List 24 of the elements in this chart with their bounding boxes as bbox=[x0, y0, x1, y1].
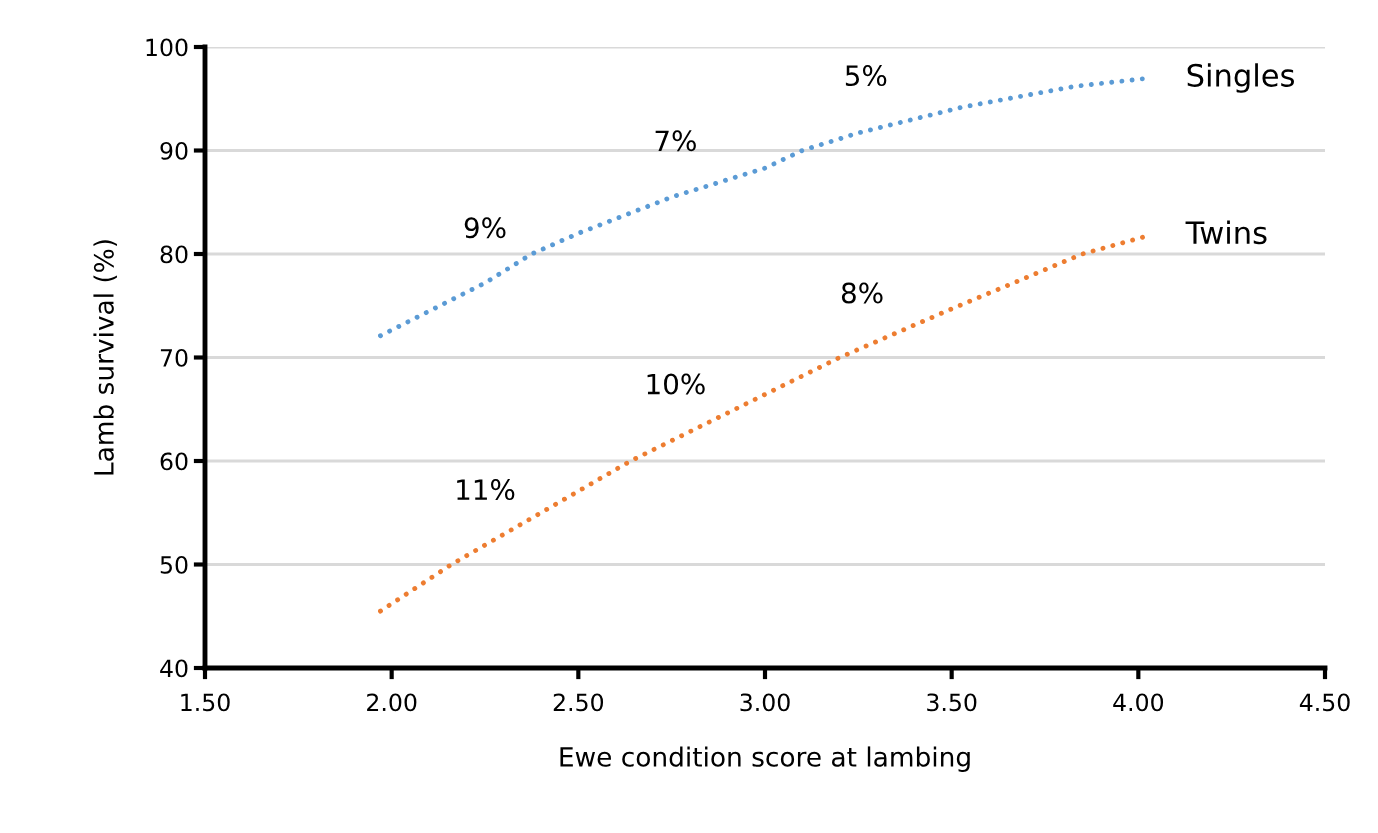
y-tick-label: 50 bbox=[160, 555, 188, 574]
x-tick-label: 2.00 bbox=[367, 693, 417, 712]
x-tick-label: 3.00 bbox=[740, 693, 790, 712]
y-axis-title: Lamb survival (%) bbox=[93, 240, 117, 475]
y-tick-label: 60 bbox=[160, 452, 188, 471]
series-label: Twins bbox=[1185, 220, 1267, 245]
annotation: 10% bbox=[647, 373, 705, 395]
annotation: 9% bbox=[464, 217, 506, 239]
series-label: Singles bbox=[1187, 63, 1295, 93]
x-tick-label: 1.50 bbox=[181, 693, 230, 712]
x-axis-title: Ewe condition score at lambing bbox=[560, 746, 970, 772]
x-tick-label: 3.50 bbox=[927, 693, 977, 712]
x-tick-label: 2.50 bbox=[553, 693, 604, 712]
annotation: 8% bbox=[841, 282, 883, 304]
y-tick-label: 80 bbox=[160, 245, 188, 264]
y-tick-label: 70 bbox=[160, 348, 188, 367]
y-tick-label: 90 bbox=[160, 141, 188, 160]
annotation: 11% bbox=[457, 479, 515, 501]
x-tick-label: 4.00 bbox=[1113, 693, 1164, 712]
y-tick-label: 100 bbox=[146, 38, 188, 57]
y-tick-label: 40 bbox=[160, 659, 188, 678]
annotation: 5% bbox=[845, 65, 887, 87]
x-tick-label: 4.50 bbox=[1299, 693, 1350, 712]
annotation: 7% bbox=[655, 130, 696, 152]
